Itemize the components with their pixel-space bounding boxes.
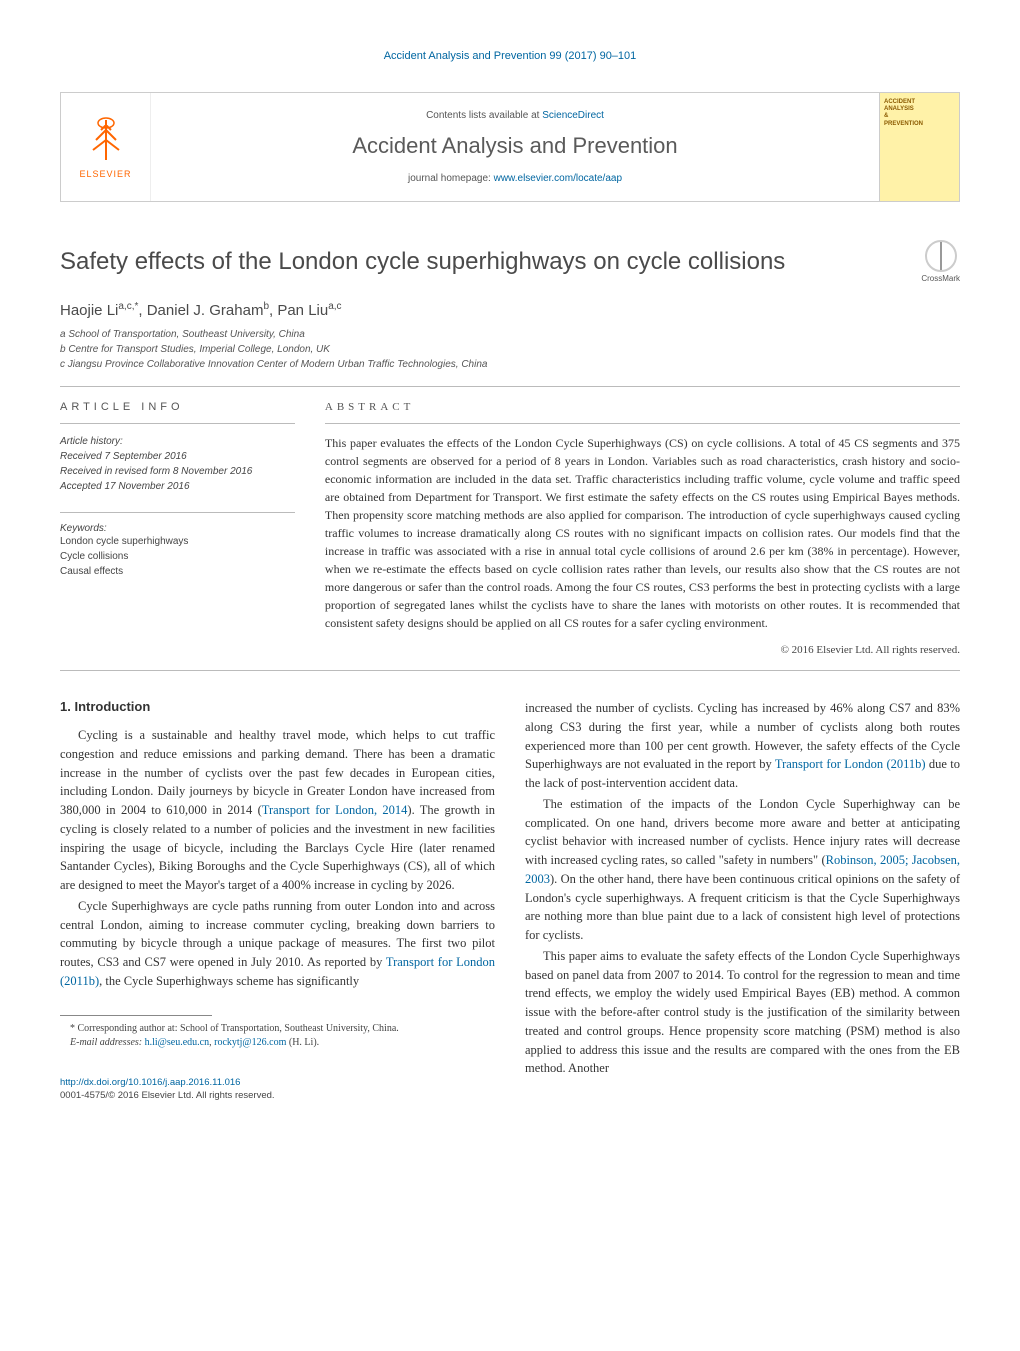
divider [60, 423, 295, 424]
crossmark-label: CrossMark [921, 274, 960, 283]
homepage-line: journal homepage: www.elsevier.com/locat… [161, 173, 869, 184]
para-text: , the Cycle Superhighways scheme has sig… [99, 974, 359, 988]
footnote-divider [60, 1015, 212, 1016]
right-column: increased the number of cyclists. Cyclin… [525, 699, 960, 1102]
para-text: ). On the other hand, there have been co… [525, 872, 960, 942]
left-column: 1. Introduction Cycling is a sustainable… [60, 699, 495, 1102]
authors-line: Haojie Lia,c,*, Daniel J. Grahamb, Pan L… [60, 301, 960, 319]
email-link[interactable]: h.li@seu.edu.cn [145, 1037, 209, 1048]
email-prefix: E-mail addresses: [70, 1037, 145, 1048]
cover-line: ACCIDENT [884, 99, 955, 106]
crossmark-icon [925, 240, 957, 272]
elsevier-logo: ELSEVIER [61, 93, 151, 201]
keyword-item: London cycle superhighways [60, 534, 295, 549]
keyword-item: Cycle collisions [60, 549, 295, 564]
contents-lists-line: Contents lists available at ScienceDirec… [161, 110, 869, 121]
paper-title: Safety effects of the London cycle super… [60, 248, 785, 276]
journal-title: Accident Analysis and Prevention [161, 133, 869, 159]
sciencedirect-link[interactable]: ScienceDirect [542, 110, 604, 121]
abstract-copyright: © 2016 Elsevier Ltd. All rights reserved… [325, 644, 960, 656]
journal-cover-thumbnail: ACCIDENT ANALYSIS & PREVENTION [879, 93, 959, 201]
journal-header-bar: ELSEVIER Contents lists available at Sci… [60, 92, 960, 202]
divider [325, 423, 960, 424]
history-received: Received 7 September 2016 [60, 449, 295, 464]
divider [60, 670, 960, 671]
doi-block: http://dx.doi.org/10.1016/j.aap.2016.11.… [60, 1076, 495, 1103]
crossmark-badge[interactable]: CrossMark [921, 240, 960, 283]
divider [60, 386, 960, 387]
article-history-head: Article history: [60, 434, 295, 449]
history-revised: Received in revised form 8 November 2016 [60, 464, 295, 479]
keyword-item: Causal effects [60, 564, 295, 579]
keywords-heading: Keywords: [60, 523, 295, 534]
body-paragraph: Cycle Superhighways are cycle paths runn… [60, 897, 495, 991]
doi-link[interactable]: http://dx.doi.org/10.1016/j.aap.2016.11.… [60, 1077, 240, 1088]
divider [60, 512, 295, 513]
affiliation-item: b Centre for Transport Studies, Imperial… [60, 342, 960, 357]
cover-line: PREVENTION [884, 121, 955, 128]
abstract-text: This paper evaluates the effects of the … [325, 434, 960, 632]
email-footnote: E-mail addresses: h.li@seu.edu.cn, rocky… [60, 1036, 495, 1050]
email-link[interactable]: rockytj@126.com [214, 1037, 286, 1048]
journal-homepage-link[interactable]: www.elsevier.com/locate/aap [494, 173, 622, 184]
affiliations: a School of Transportation, Southeast Un… [60, 327, 960, 372]
corresponding-author-footnote: * Corresponding author at: School of Tra… [60, 1022, 495, 1036]
body-paragraph: increased the number of cyclists. Cyclin… [525, 699, 960, 793]
running-header: Accident Analysis and Prevention 99 (201… [60, 50, 960, 62]
affiliation-item: c Jiangsu Province Collaborative Innovat… [60, 357, 960, 372]
section-heading: 1. Introduction [60, 699, 495, 714]
body-paragraph: The estimation of the impacts of the Lon… [525, 795, 960, 945]
elsevier-wordmark: ELSEVIER [79, 169, 131, 179]
cover-line: & [884, 113, 955, 120]
issn-copyright: 0001-4575/© 2016 Elsevier Ltd. All right… [60, 1090, 275, 1101]
elsevier-tree-icon [81, 115, 131, 165]
body-paragraph: Cycling is a sustainable and healthy tra… [60, 726, 495, 895]
citation-link[interactable]: Transport for London, 2014 [262, 803, 408, 817]
contents-prefix: Contents lists available at [426, 110, 542, 121]
homepage-prefix: journal homepage: [408, 173, 494, 184]
affiliation-item: a School of Transportation, Southeast Un… [60, 327, 960, 342]
article-info-heading: article info [60, 401, 295, 413]
citation-link[interactable]: Transport for London (2011b) [775, 757, 926, 771]
cover-line: ANALYSIS [884, 106, 955, 113]
abstract-heading: abstract [325, 401, 960, 413]
history-accepted: Accepted 17 November 2016 [60, 479, 295, 494]
body-paragraph: This paper aims to evaluate the safety e… [525, 947, 960, 1078]
email-suffix: (H. Li). [286, 1037, 319, 1048]
